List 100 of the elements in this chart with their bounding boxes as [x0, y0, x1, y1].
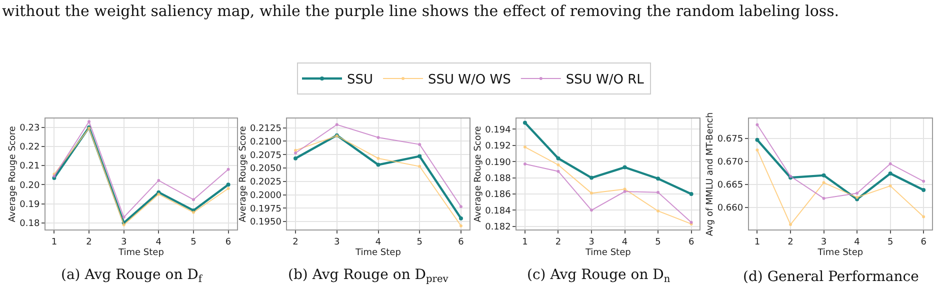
- y-axis-title: Average Rouge Score: [8, 126, 18, 222]
- x-tick-label: 3: [820, 237, 827, 248]
- point: [122, 216, 126, 219]
- x-tick-label: 4: [854, 237, 860, 248]
- y-tick-label: 0.19: [20, 200, 40, 210]
- point: [822, 196, 826, 200]
- point: [856, 196, 859, 199]
- point: [888, 184, 892, 188]
- text: (d) General Performance: [743, 269, 919, 285]
- x-tick-label: 1: [522, 237, 528, 248]
- point: [556, 170, 560, 173]
- point: [922, 215, 926, 218]
- point: [157, 192, 160, 196]
- y-tick-label: 0.186: [485, 190, 512, 200]
- point: [623, 190, 626, 194]
- text: without the weight saliency map, while the purple line shows the effect of removing the random labeling loss.: [2, 2, 840, 20]
- point: [656, 176, 660, 181]
- y-axis-title: Avg of MMLU and MT-Bench: [706, 112, 716, 236]
- point: [822, 173, 826, 178]
- y-tick-label: 0.192: [485, 142, 511, 152]
- legend-label: SSU: [347, 72, 374, 88]
- point: [459, 224, 462, 228]
- y-tick-label: 0.21: [20, 162, 40, 172]
- x-axis-title: Time Step: [816, 248, 864, 258]
- line-series: [756, 123, 926, 200]
- x-tick-label: 4: [622, 237, 628, 248]
- x-tick-label: 6: [688, 237, 694, 248]
- point: [522, 120, 527, 125]
- x-tick-label: 3: [334, 237, 340, 248]
- y-tick-label: 0.2050: [250, 164, 282, 174]
- x-tick-label: 6: [920, 237, 927, 248]
- point: [756, 148, 759, 152]
- y-tick-label: 0.194: [485, 125, 512, 136]
- point: [226, 182, 230, 187]
- x-tick-label: 2: [555, 237, 562, 248]
- point: [789, 223, 792, 226]
- point: [590, 192, 594, 195]
- point: [856, 192, 859, 195]
- x-tick-label: 6: [458, 237, 464, 248]
- point: [822, 181, 826, 184]
- x-tick-label: 5: [416, 237, 422, 248]
- y-axis-title: Average Rouge Score: [238, 126, 248, 222]
- text: (b) Avg Rouge on D$_{prev}$: [288, 267, 449, 285]
- point: [922, 188, 926, 192]
- x-tick-label: 3: [120, 237, 127, 248]
- y-tick-label: 0.675: [717, 134, 744, 145]
- x-axis-title: Time Step: [118, 248, 164, 258]
- y-tick-label: 0.2025: [250, 178, 282, 188]
- y-tick-label: 0.660: [717, 204, 744, 214]
- point: [622, 165, 627, 170]
- x-axis-title: Time Step: [354, 248, 402, 258]
- y-tick-label: 0.2100: [250, 137, 282, 148]
- point: [418, 164, 422, 168]
- y-tick-label: 0.184: [485, 206, 512, 216]
- point: [157, 178, 160, 182]
- point: [458, 216, 463, 220]
- point: [294, 152, 298, 155]
- y-axis-title: Average Rouge Score: [473, 126, 484, 222]
- x-tick-label: 6: [225, 237, 232, 248]
- x-tick-label: 2: [292, 237, 298, 248]
- x-tick-label: 1: [754, 237, 760, 248]
- y-tick-label: 0.670: [717, 158, 744, 168]
- point: [376, 136, 380, 139]
- y-tick-label: 0.2125: [250, 124, 282, 134]
- y-tick-label: 0.182: [485, 222, 511, 233]
- point: [623, 188, 626, 191]
- point: [376, 162, 380, 167]
- point: [335, 123, 338, 126]
- point: [689, 192, 694, 196]
- x-tick-label: 5: [655, 237, 661, 248]
- line-series: [294, 123, 462, 208]
- point: [590, 208, 594, 212]
- x-tick-label: 2: [86, 237, 92, 248]
- point: [226, 187, 230, 190]
- x-tick-label: 4: [375, 237, 382, 248]
- text: (c) Avg Rouge on D$_{n}$: [527, 267, 671, 285]
- y-tick-label: 0.665: [717, 180, 744, 191]
- y-tick-label: 0.190: [485, 158, 512, 168]
- y-tick-label: 0.2000: [250, 190, 282, 201]
- y-tick-label: 0.22: [20, 142, 40, 153]
- legend-label: SSU W/O RL: [566, 72, 645, 88]
- point: [556, 163, 560, 166]
- point: [226, 168, 230, 171]
- point: [888, 171, 892, 176]
- x-tick-label: 1: [51, 237, 58, 248]
- point: [922, 180, 926, 183]
- point: [294, 156, 298, 160]
- y-tick-label: 0.1950: [250, 218, 282, 228]
- point: [459, 205, 462, 208]
- point: [756, 123, 759, 126]
- text: (a) Avg Rouge on D$_{f}$: [61, 267, 204, 285]
- line-series: [756, 148, 926, 226]
- point: [755, 138, 760, 142]
- point: [656, 190, 660, 194]
- x-tick-label: 5: [887, 237, 894, 248]
- point: [556, 156, 560, 160]
- legend-label: SSU W/O WS: [428, 72, 511, 88]
- point: [294, 148, 298, 152]
- point: [888, 162, 892, 166]
- point: [590, 176, 594, 180]
